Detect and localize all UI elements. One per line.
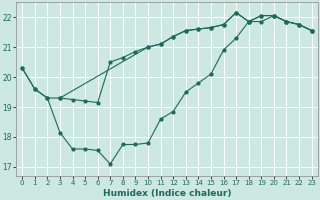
X-axis label: Humidex (Indice chaleur): Humidex (Indice chaleur) bbox=[103, 189, 231, 198]
